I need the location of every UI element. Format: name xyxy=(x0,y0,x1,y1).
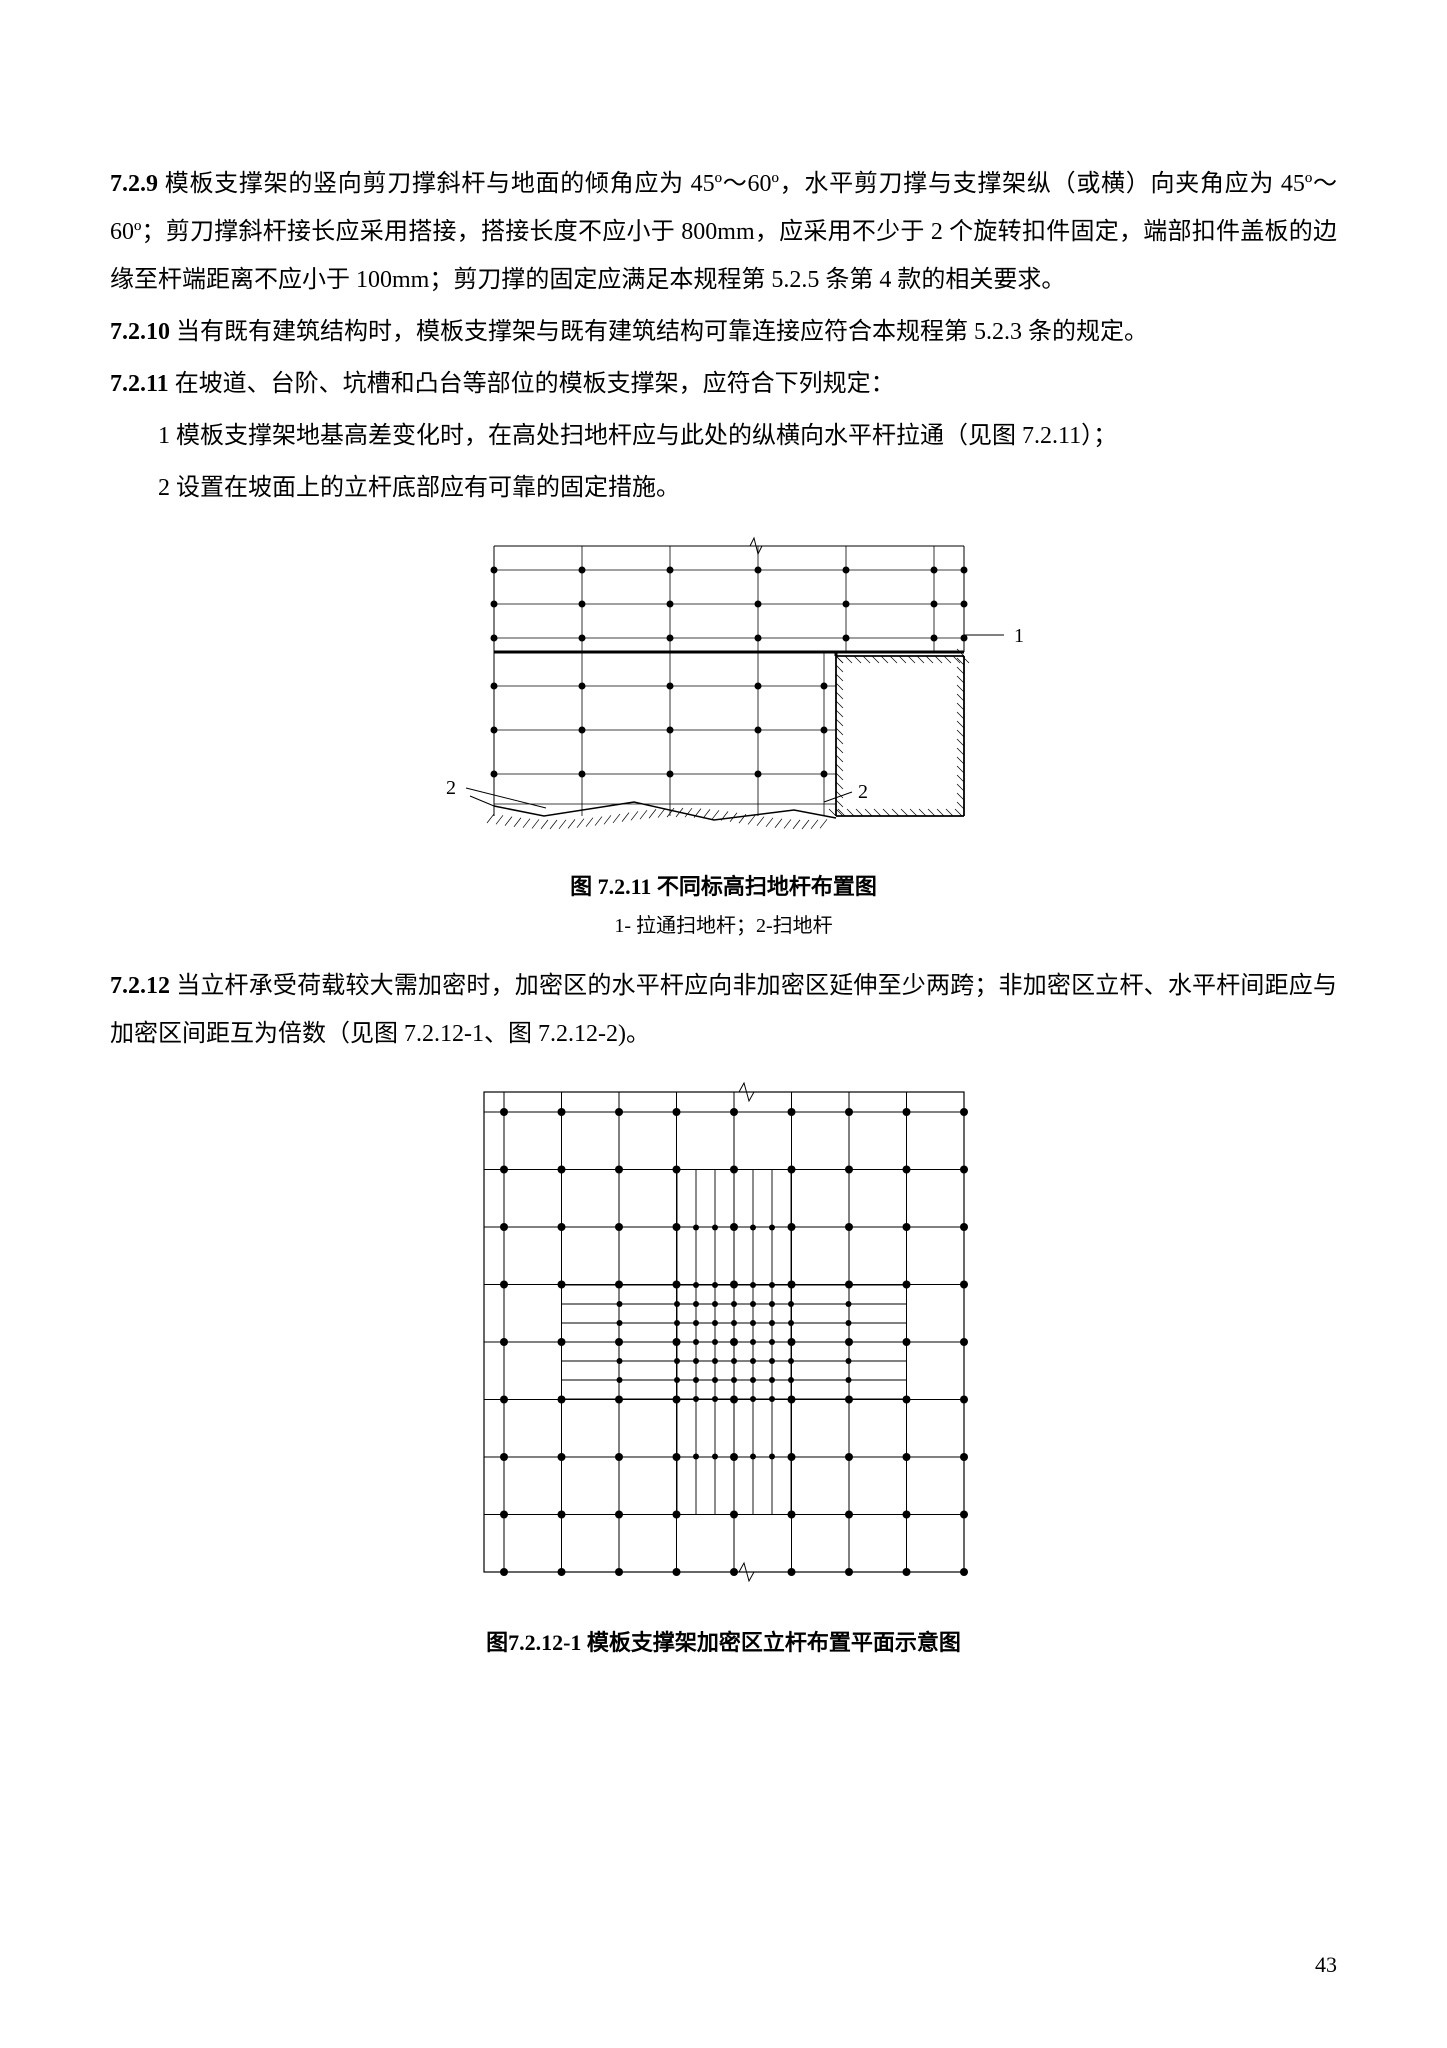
para-7-2-11: 7.2.11 在坡道、台阶、坑槽和凸台等部位的模板支撑架，应符合下列规定： xyxy=(110,360,1337,408)
para-7-2-11-item1: 1 模板支撑架地基高差变化时，在高处扫地杆应与此处的纵横向水平杆拉通（见图 7.… xyxy=(110,412,1337,460)
clause-text: 7.2.11 在坡道、台阶、坑槽和凸台等部位的模板支撑架，应符合下列规定： xyxy=(110,371,895,397)
figure-7-2-12-1-caption: 图7.2.12-1 模板支撑架加密区立杆布置平面示意图 xyxy=(110,1625,1337,1657)
page-number: 43 xyxy=(1315,1952,1337,1978)
svg-text:2: 2 xyxy=(446,777,456,799)
svg-text:2: 2 xyxy=(858,781,868,803)
figure-7-2-11-caption: 图 7.2.11 不同标高扫地杆布置图 xyxy=(110,869,1337,901)
para-7-2-12: 7.2.12 当立杆承受荷载较大需加密时，加密区的水平杆应向非加密区延伸至少两跨… xyxy=(110,962,1337,1058)
para-7-2-9: 7.2.9 模板支撑架的竖向剪刀撑斜杆与地面的倾角应为 45º～60º，水平剪刀… xyxy=(110,160,1337,304)
figure-7-2-11-svg: 1 2 2 xyxy=(404,536,1044,846)
figure-7-2-12-1: 图7.2.12-1 模板支撑架加密区立杆布置平面示意图 xyxy=(110,1082,1337,1657)
para-7-2-10: 7.2.10 当有既有建筑结构时，模板支撑架与既有建筑结构可靠连接应符合本规程第… xyxy=(110,308,1337,356)
item-text: 2 设置在坡面上的立杆底部应有可靠的固定措施。 xyxy=(158,475,680,501)
figure-7-2-11-subcaption: 1- 拉通扫地杆；2-扫地杆 xyxy=(110,909,1337,938)
clause-text: 7.2.12 当立杆承受荷载较大需加密时，加密区的水平杆应向非加密区延伸至少两跨… xyxy=(110,973,1337,1047)
clause-text: 7.2.10 当有既有建筑结构时，模板支撑架与既有建筑结构可靠连接应符合本规程第… xyxy=(110,319,1148,345)
figure-7-2-12-1-svg xyxy=(444,1082,1004,1602)
item-text: 1 模板支撑架地基高差变化时，在高处扫地杆应与此处的纵横向水平杆拉通（见图 7.… xyxy=(158,423,1117,449)
para-7-2-11-item2: 2 设置在坡面上的立杆底部应有可靠的固定措施。 xyxy=(110,464,1337,512)
svg-text:1: 1 xyxy=(1014,625,1024,647)
clause-text: 7.2.9 模板支撑架的竖向剪刀撑斜杆与地面的倾角应为 45º～60º，水平剪刀… xyxy=(110,171,1337,293)
figure-7-2-11: 1 2 2 图 7.2.11 不同标高扫地杆布置图 1- 拉通扫地杆；2-扫地杆 xyxy=(110,536,1337,938)
page: 7.2.9 模板支撑架的竖向剪刀撑斜杆与地面的倾角应为 45º～60º，水平剪刀… xyxy=(0,0,1447,2048)
